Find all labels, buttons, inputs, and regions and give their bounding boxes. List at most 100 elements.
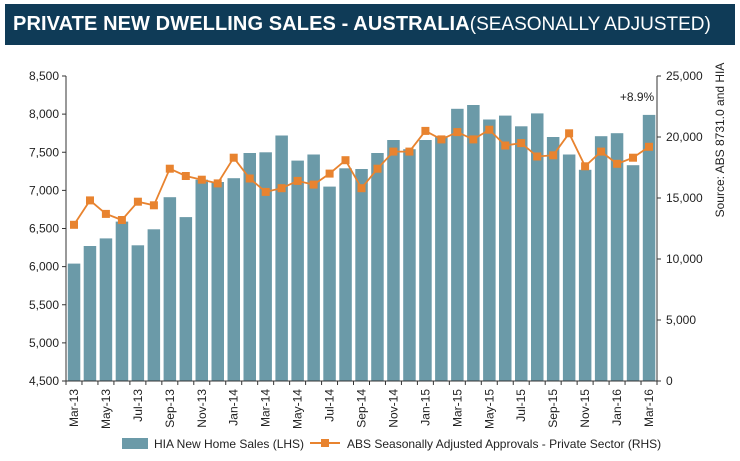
- y-right-tick-label: 5,000: [666, 313, 696, 327]
- bar: [403, 149, 416, 381]
- change-annotation: +8.9%: [620, 90, 655, 104]
- line-point: [421, 126, 430, 135]
- bar: [307, 154, 320, 381]
- legend: HIA New Home Sales (LHS) ABS Seasonally …: [122, 437, 661, 451]
- line-point: [645, 142, 653, 151]
- line-point: [405, 147, 414, 156]
- bar: [163, 197, 177, 381]
- bar: [227, 178, 240, 381]
- line-point: [325, 169, 334, 178]
- bar: [387, 140, 400, 381]
- line-point: [549, 151, 558, 160]
- x-tick-label: Mar-15: [450, 389, 464, 427]
- y-right-tick-label: 20,000: [666, 130, 703, 144]
- source-note: Source: ABS 8731.0 and HIA: [713, 63, 727, 218]
- y-right-tick-label: 25,000: [666, 69, 703, 83]
- y-left-tick-label: 7,500: [29, 145, 59, 159]
- y-left-tick-label: 4,500: [29, 374, 59, 388]
- y-left-tick-label: 8,000: [29, 107, 59, 121]
- line-point: [149, 201, 158, 210]
- x-tick-label: May-14: [291, 389, 305, 429]
- x-tick-label: Nov-14: [386, 389, 400, 428]
- x-tick-label: Sep-15: [546, 389, 560, 428]
- line-point: [165, 164, 174, 173]
- line-point: [229, 153, 238, 162]
- x-tick-label: Mar-13: [67, 389, 81, 427]
- bar: [195, 179, 208, 381]
- bar: [531, 113, 544, 382]
- y-left-tick-label: 6,500: [29, 222, 59, 236]
- y-left-tick-label: 6,000: [29, 260, 59, 274]
- legend-bar-swatch: [122, 438, 148, 449]
- bar: [291, 160, 304, 381]
- line-point: [341, 156, 350, 165]
- bar: [467, 105, 480, 381]
- x-tick-label: Jul-14: [323, 389, 337, 422]
- x-tick-label: Mar-16: [642, 389, 656, 427]
- bar: [179, 217, 193, 381]
- line-point: [357, 184, 366, 193]
- bar: [562, 154, 576, 381]
- line-point: [133, 197, 142, 206]
- line-point: [613, 159, 622, 168]
- line-point: [117, 216, 126, 224]
- bar: [259, 152, 272, 382]
- legend-line-label: ABS Seasonally Adjusted Approvals - Priv…: [347, 437, 661, 451]
- y-right-tick-label: 10,000: [666, 252, 703, 266]
- x-tick-label: Mar-14: [259, 389, 273, 427]
- line-point: [389, 147, 398, 156]
- bar: [275, 135, 288, 381]
- bar: [642, 114, 656, 382]
- bar: [323, 186, 336, 381]
- line-point: [373, 164, 382, 173]
- x-tick-label: Nov-15: [578, 389, 592, 428]
- y-left-tick-label: 5,000: [29, 336, 59, 350]
- bar: [211, 182, 224, 381]
- bar: [99, 238, 113, 381]
- bar: [83, 246, 97, 381]
- bar: [115, 221, 129, 381]
- x-tick-label: Nov-13: [195, 389, 209, 428]
- x-tick-label: Sep-14: [355, 389, 369, 428]
- bar: [499, 115, 512, 381]
- bar: [131, 245, 145, 381]
- line-point: [70, 220, 78, 229]
- y-left-tick-label: 8,500: [29, 69, 59, 83]
- bar: [355, 169, 368, 381]
- line-point: [581, 162, 590, 171]
- bar-series-group: [67, 105, 656, 382]
- chart-subtitle: (SEASONALLY ADJUSTED): [469, 13, 711, 35]
- x-tick-label: Jan-15: [418, 389, 432, 426]
- line-point: [485, 125, 494, 134]
- x-tick-label: May-15: [482, 389, 496, 429]
- line-point: [565, 129, 574, 138]
- y-left-tick-label: 7,000: [29, 183, 59, 197]
- bar: [419, 140, 432, 381]
- bar: [578, 169, 592, 381]
- line-point: [101, 209, 110, 218]
- line-point: [453, 128, 462, 137]
- bar: [435, 136, 448, 381]
- bar: [243, 153, 256, 381]
- line-point: [533, 152, 542, 161]
- line-point: [629, 153, 637, 162]
- line-point: [309, 180, 318, 189]
- bar: [371, 153, 384, 381]
- line-point: [293, 176, 302, 185]
- chart-title: PRIVATE NEW DWELLING SALES - AUSTRALIA: [13, 13, 470, 35]
- axes-group: [62, 75, 661, 385]
- chart-title-bar: PRIVATE NEW DWELLING SALES - AUSTRALIA (…: [5, 4, 735, 45]
- bar: [610, 133, 624, 381]
- line-point: [181, 172, 190, 180]
- tick-labels-group: 4,500 5,000 5,500 6,000 6,500 7,000 7,500 8,000…: [29, 69, 703, 429]
- bar: [451, 108, 464, 382]
- line-series-group: [70, 125, 653, 229]
- bar: [483, 119, 496, 381]
- line-point: [213, 179, 222, 188]
- x-tick-label: Jul-15: [514, 389, 528, 422]
- line-point: [437, 135, 446, 144]
- line-point: [517, 139, 526, 148]
- y-right-tick-label: 15,000: [666, 191, 703, 205]
- x-tick-label: May-13: [99, 389, 113, 429]
- bar: [515, 126, 528, 381]
